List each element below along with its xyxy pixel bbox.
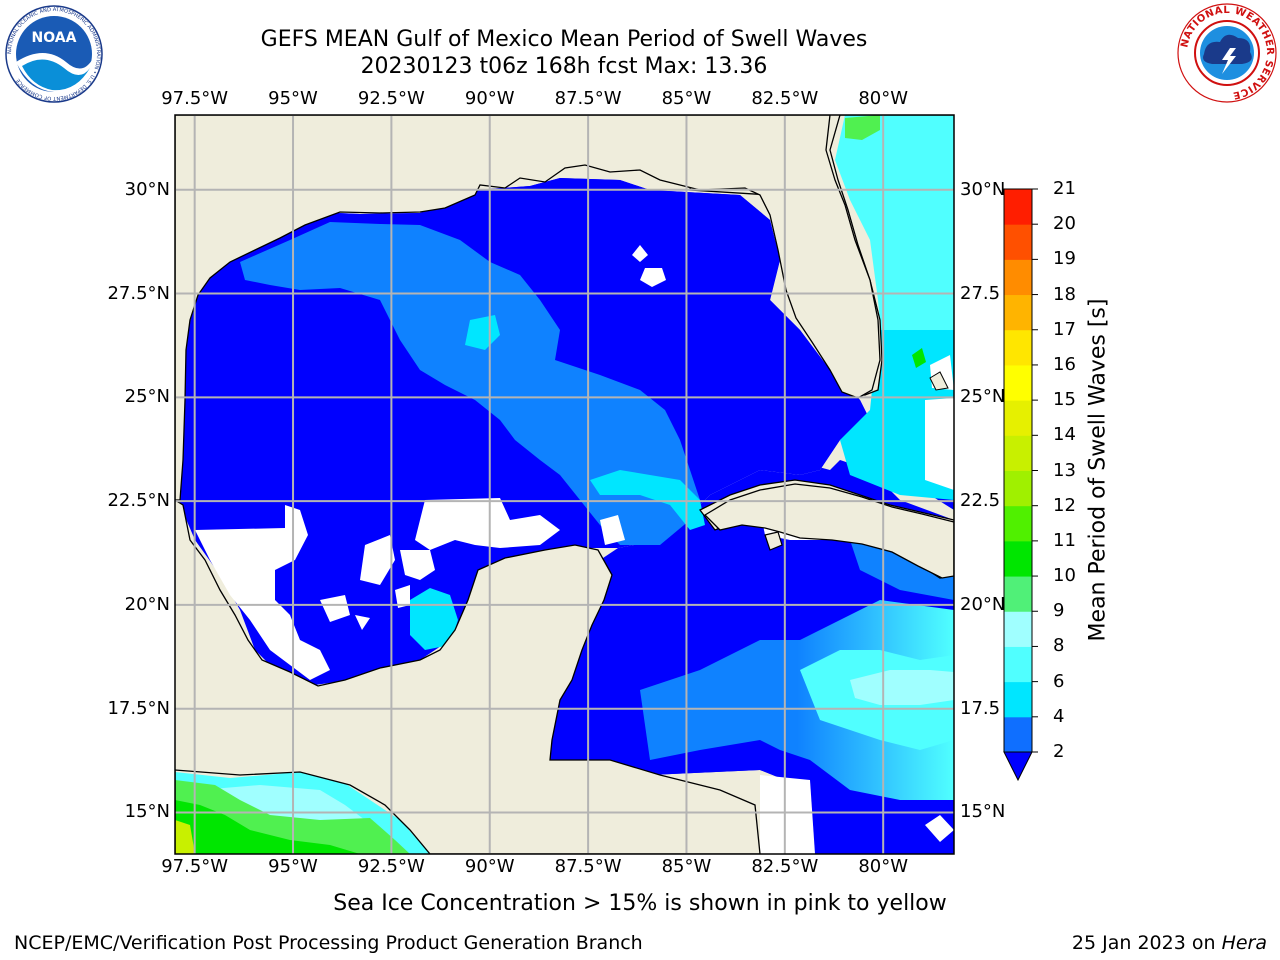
map-frame — [174, 114, 955, 855]
map-title: GEFS MEAN Gulf of Mexico Mean Period of … — [260, 27, 868, 52]
period-band-4-6-carib-north — [850, 540, 954, 600]
lon-label-top: 80°W — [858, 88, 909, 109]
machine-name: Hera — [1221, 932, 1267, 954]
lat-label-left: 15°N — [124, 801, 170, 823]
lat-label-right: 17.5 — [960, 697, 1001, 719]
lon-label-top: 90°W — [464, 88, 515, 109]
cuba-land — [703, 483, 954, 579]
atlantic-ocean — [835, 115, 954, 380]
lat-label-left: 17.5°N — [107, 697, 170, 719]
lat-label-left: 27.5°N — [107, 282, 170, 304]
pacific-band-8-9 — [200, 785, 365, 830]
colorbar-tick-label: 19 — [1053, 248, 1076, 270]
colorbar-label: Mean Period of Swell Waves [s] — [1085, 298, 1111, 642]
lat-label-right: 15°N — [960, 801, 1006, 823]
lon-label-bottom: 87.5°W — [554, 856, 622, 877]
lon-label-top: 85°W — [661, 88, 712, 109]
lon-label-top: 97.5°W — [161, 88, 229, 109]
lat-label-left: 22.5°N — [107, 490, 170, 512]
colorbar-segment — [1004, 716, 1032, 753]
colorbar-segment — [1004, 189, 1032, 225]
colorbar — [1003, 188, 1038, 782]
colorbar-tick-label: 17 — [1053, 318, 1076, 340]
nws-logo-icon: NATIONAL WEATHER SERVICE — [1176, 2, 1278, 104]
period-band-6-8-straits — [590, 470, 705, 530]
colorbar-segment — [1004, 505, 1032, 542]
colorbar-tick-label: 15 — [1053, 389, 1076, 411]
colorbar-segment — [1004, 364, 1032, 401]
colorbar-segment — [1004, 224, 1032, 260]
colorbar-segment — [1004, 400, 1032, 436]
pacific-band-11-12 — [175, 800, 360, 854]
colorbar-tick-label: 21 — [1053, 178, 1076, 199]
sea-ice-note: Sea Ice Concentration > 15% is shown in … — [333, 891, 947, 916]
period-band-10-11-atlantic — [845, 115, 880, 140]
colorbar-under-arrow — [1003, 751, 1033, 782]
lon-label-top: 82.5°W — [751, 88, 819, 109]
colorbar-tick-label: 6 — [1053, 670, 1065, 692]
colorbar-tick-label: 14 — [1053, 424, 1076, 446]
colorbar-tick-label: 18 — [1053, 283, 1076, 305]
lat-label-right: 20°N — [960, 593, 1006, 615]
colorbar-tick-label: 16 — [1053, 353, 1076, 375]
lon-label-bottom: 97.5°W — [161, 856, 229, 877]
lon-label-bottom: 95°W — [268, 856, 318, 877]
colorbar-tick-label: 20 — [1053, 213, 1076, 235]
lon-label-bottom: 82.5°W — [751, 856, 819, 877]
colorbar-segment — [1004, 294, 1032, 331]
pacific-band-13-14 — [175, 820, 195, 854]
map-subtitle: 20230123 t06z 168h fcst Max: 13.36 — [360, 54, 768, 79]
mexico-land — [175, 115, 761, 854]
lon-label-bottom: 90°W — [464, 856, 515, 877]
graticule — [175, 115, 954, 854]
period-band-4-6 — [240, 222, 700, 545]
lon-label-bottom: 80°W — [858, 856, 909, 877]
colorbar-segment — [1004, 540, 1032, 577]
lat-label-left: 20°N — [124, 593, 170, 615]
lon-label-top: 87.5°W — [554, 88, 622, 109]
lon-label-top: 92.5°W — [357, 88, 425, 109]
date-value: 25 Jan 2023 on — [1071, 932, 1216, 954]
lat-label-right: 22.5 — [960, 490, 1001, 512]
colorbar-segment — [1004, 259, 1032, 296]
credit-text: NCEP/EMC/Verification Post Processing Pr… — [14, 932, 643, 954]
lat-label-right: 25°N — [960, 386, 1006, 408]
us-gulf-land — [175, 115, 881, 501]
isla-juventud-land — [764, 531, 783, 551]
period-band-10-11-bahamas — [912, 348, 926, 368]
colorbar-segment — [1004, 646, 1032, 683]
colorbar-tick-label: 12 — [1053, 494, 1076, 516]
lat-label-left: 25°N — [124, 386, 170, 408]
noaa-logo-icon: NOAA NATIONAL OCEANIC AND ATMOSPHERIC AD… — [4, 4, 104, 104]
lat-label-right: 30°N — [960, 178, 1006, 200]
colorbar-tick-label: 10 — [1053, 565, 1076, 587]
colorbar-tick-label: 2 — [1053, 741, 1065, 762]
period-band-8-9-carib — [850, 670, 954, 705]
noaa-logo-text: NOAA — [32, 30, 77, 46]
colorbar-segment — [1004, 576, 1032, 612]
colorbar-tick-label: 11 — [1053, 529, 1076, 551]
period-band-6-8-yucatan — [410, 588, 458, 650]
colorbar-segment — [1004, 611, 1032, 647]
colorbar-tick-label: 4 — [1053, 705, 1065, 727]
lat-label-right: 27.5 — [960, 282, 1001, 304]
colorbar-segment — [1004, 470, 1032, 507]
bahamas-land — [929, 371, 949, 391]
colorbar-segment — [1004, 681, 1032, 718]
colorbar-tick-label: 8 — [1053, 635, 1065, 657]
lon-label-bottom: 92.5°W — [357, 856, 425, 877]
colorbar-tick-label: 9 — [1053, 600, 1065, 622]
colorbar-segment — [1004, 435, 1032, 471]
lon-label-bottom: 85°W — [661, 856, 712, 877]
colorbar-tick-label: 13 — [1053, 459, 1076, 481]
date-text: 25 Jan 2023 on Hera — [1072, 932, 1267, 954]
period-band-6-8 — [465, 315, 500, 350]
lon-label-top: 95°W — [268, 88, 318, 109]
lat-label-left: 30°N — [124, 178, 170, 200]
colorbar-segment — [1004, 329, 1032, 366]
